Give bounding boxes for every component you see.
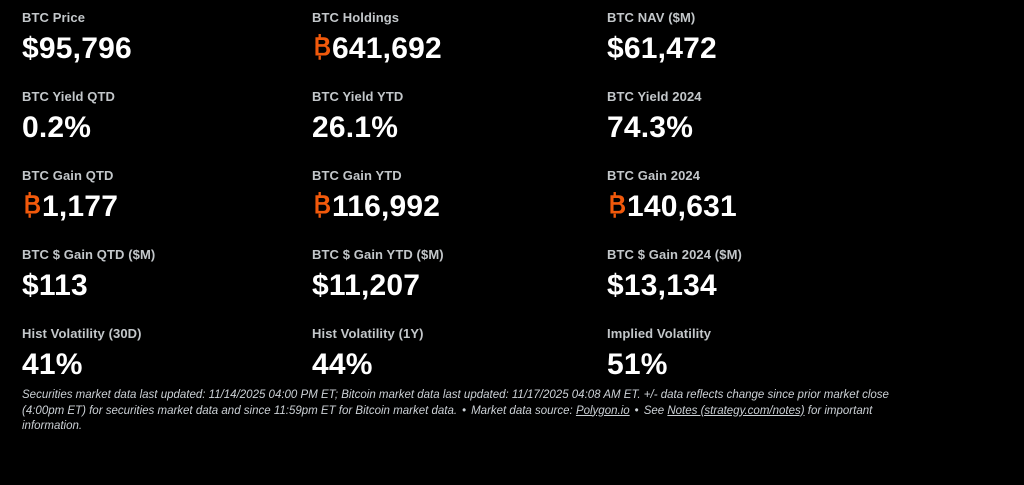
stat-label: BTC $ Gain QTD ($M) <box>22 247 156 262</box>
stat-value-text: $11,207 <box>312 269 421 302</box>
stat-value-text: 74.3% <box>607 111 694 144</box>
stat-btc-nav: BTC NAV ($M) $61,472 <box>607 10 1004 89</box>
stat-btc-price: BTC Price $95,796 <box>22 10 312 89</box>
stat-value-text: $61,472 <box>607 32 717 65</box>
notes-prefix: See <box>643 404 665 417</box>
stat-label: BTC $ Gain 2024 ($M) <box>607 247 742 262</box>
stat-value-text: 641,692 <box>332 32 442 65</box>
stat-label: Implied Volatility <box>607 326 712 341</box>
stat-value: 26.1% <box>312 111 607 145</box>
stat-label: BTC Gain QTD <box>22 168 114 183</box>
stat-value-text: $13,134 <box>607 269 717 302</box>
stat-usd-gain-ytd: BTC $ Gain YTD ($M) $11,207 <box>312 247 607 326</box>
stat-value: 51% <box>607 348 1004 382</box>
stat-label: BTC Gain YTD <box>312 168 402 183</box>
stat-label: BTC Holdings <box>312 10 400 25</box>
stat-hist-volatility-30d: Hist Volatility (30D) 41% <box>22 326 312 382</box>
btc-icon <box>25 192 41 218</box>
stat-value: $95,796 <box>22 32 312 66</box>
stat-value: 116,992 <box>312 190 607 224</box>
stat-label: BTC Yield QTD <box>22 89 116 104</box>
stat-value: $13,134 <box>607 269 1004 303</box>
stat-value: 140,631 <box>607 190 1004 224</box>
stat-value: 44% <box>312 348 607 382</box>
bullet-separator: • <box>462 404 467 417</box>
stat-btc-yield-2024: BTC Yield 2024 74.3% <box>607 89 1004 168</box>
stats-grid: BTC Price $95,796 BTC Holdings 641,692 B… <box>22 10 1004 382</box>
polygon-link[interactable]: Polygon.io <box>575 404 630 417</box>
stat-implied-volatility: Implied Volatility 51% <box>607 326 1004 382</box>
stat-value: 1,177 <box>22 190 312 224</box>
stat-usd-gain-qtd: BTC $ Gain QTD ($M) $113 <box>22 247 312 326</box>
stat-btc-gain-ytd: BTC Gain YTD 116,992 <box>312 168 607 247</box>
stat-hist-volatility-1y: Hist Volatility (1Y) 44% <box>312 326 607 382</box>
stat-label: BTC Gain 2024 <box>607 168 701 183</box>
stat-value: $11,207 <box>312 269 607 303</box>
stat-btc-yield-ytd: BTC Yield YTD 26.1% <box>312 89 607 168</box>
btc-icon <box>315 192 331 218</box>
stat-value-text: $95,796 <box>22 32 132 65</box>
stat-btc-holdings: BTC Holdings 641,692 <box>312 10 607 89</box>
stat-value: $61,472 <box>607 32 1004 66</box>
bullet-separator: • <box>634 404 639 417</box>
stat-usd-gain-2024: BTC $ Gain 2024 ($M) $13,134 <box>607 247 1004 326</box>
stat-value: 641,692 <box>312 32 607 66</box>
stat-value-text: 0.2% <box>22 111 92 144</box>
stat-value: 74.3% <box>607 111 1004 145</box>
disclaimer: Securities market data last updated: 11/… <box>22 388 922 435</box>
stat-value-text: 41% <box>22 348 83 381</box>
btc-icon <box>315 34 331 60</box>
stat-value-text: $113 <box>22 269 88 302</box>
stat-value: 0.2% <box>22 111 312 145</box>
stat-value: 41% <box>22 348 312 382</box>
stat-btc-yield-qtd: BTC Yield QTD 0.2% <box>22 89 312 168</box>
stat-label: BTC NAV ($M) <box>607 10 696 25</box>
stat-label: BTC $ Gain YTD ($M) <box>312 247 444 262</box>
stat-value: $113 <box>22 269 312 303</box>
stat-value-text: 1,177 <box>42 190 119 223</box>
stat-label: BTC Yield 2024 <box>607 89 702 104</box>
stat-value-text: 140,631 <box>627 190 737 223</box>
stat-label: Hist Volatility (30D) <box>22 326 142 341</box>
stat-label: BTC Yield YTD <box>312 89 404 104</box>
notes-link[interactable]: Notes (strategy.com/notes) <box>667 404 805 417</box>
disclaimer-text: Securities market data last updated: 11/… <box>22 389 889 417</box>
stat-value-text: 51% <box>607 348 668 381</box>
btc-icon <box>610 192 626 218</box>
notes-suffix: for important information. <box>22 404 873 433</box>
market-data-source-label: Market data source: <box>471 404 573 417</box>
stat-btc-gain-2024: BTC Gain 2024 140,631 <box>607 168 1004 247</box>
stat-btc-gain-qtd: BTC Gain QTD 1,177 <box>22 168 312 247</box>
stat-label: BTC Price <box>22 10 86 25</box>
stat-value-text: 44% <box>312 348 373 381</box>
stat-label: Hist Volatility (1Y) <box>312 326 424 341</box>
stat-value-text: 26.1% <box>312 111 399 144</box>
stat-value-text: 116,992 <box>332 190 441 223</box>
